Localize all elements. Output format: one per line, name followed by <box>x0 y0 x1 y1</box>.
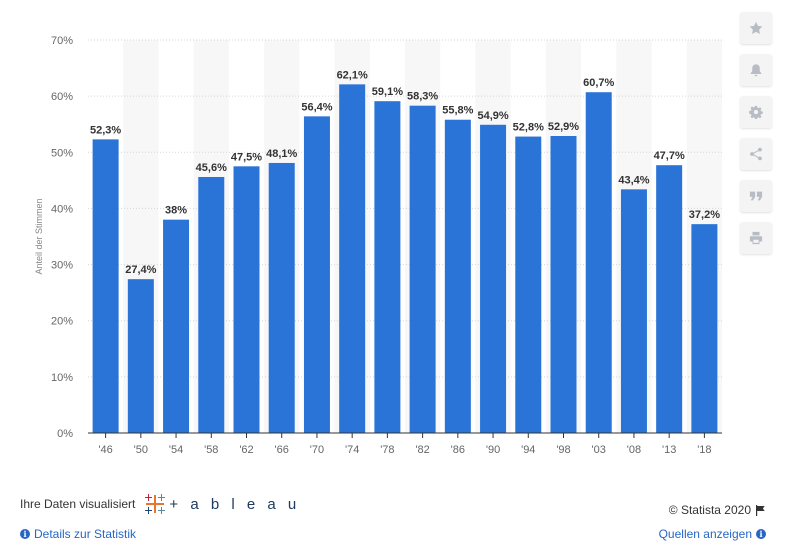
y-tick-label: 30% <box>51 260 73 272</box>
x-tick-label: '86 <box>451 444 465 456</box>
bar[interactable] <box>656 165 683 433</box>
data-label: 38% <box>165 205 187 217</box>
data-label: 27,4% <box>125 264 156 276</box>
x-tick-label: '82 <box>415 444 429 456</box>
settings-button[interactable] <box>740 96 772 128</box>
bar[interactable] <box>374 101 401 434</box>
flag-icon[interactable] <box>755 504 766 516</box>
bar[interactable] <box>268 162 295 433</box>
data-label: 59,1% <box>372 86 403 98</box>
sources-link-label: Quellen anzeigen <box>658 527 752 541</box>
info-icon: i <box>20 529 30 539</box>
x-tick-label: '66 <box>275 444 289 456</box>
data-label: 47,7% <box>654 150 685 162</box>
copyright-text: © Statista 2020 <box>668 503 751 517</box>
bar[interactable] <box>480 124 507 434</box>
y-tick-label: 20% <box>51 316 73 328</box>
x-tick-label: '46 <box>98 444 112 456</box>
tableau-wordmark: + a b l e a u <box>169 495 301 513</box>
bar-chart: 0% 10% 20% 30% 40% 50% 60% 70% 52,3% 27,4% 38% 45,… <box>34 35 722 456</box>
x-tick-label: '08 <box>627 444 641 456</box>
data-label: 56,4% <box>301 101 332 113</box>
bar[interactable] <box>303 116 330 434</box>
print-button[interactable] <box>740 222 772 254</box>
favorite-button[interactable] <box>740 12 772 44</box>
bar[interactable] <box>198 176 225 433</box>
data-label: 52,9% <box>548 121 579 133</box>
bell-icon <box>750 64 762 77</box>
star-icon <box>749 21 763 34</box>
bar[interactable] <box>444 119 471 434</box>
y-tick-label: 70% <box>51 35 73 47</box>
print-icon <box>749 231 763 245</box>
x-tick-label: '78 <box>380 444 394 456</box>
data-label: 58,3% <box>407 91 438 103</box>
y-tick-label: 50% <box>51 147 73 159</box>
x-tick-label: '62 <box>239 444 253 456</box>
details-link[interactable]: i Details zur Statistik <box>20 527 136 541</box>
x-tick-label: '58 <box>204 444 218 456</box>
data-label: 47,5% <box>231 151 262 163</box>
x-tick-label: '74 <box>345 444 359 456</box>
tableau-credit-text: Ihre Daten visualisiert <box>20 497 136 511</box>
tableau-credit: Ihre Daten visualisiert + a b l e a u <box>20 492 300 516</box>
x-tick-label: '70 <box>310 444 324 456</box>
x-axis-ticks: '46 '50 '54 '58 '62 '66 '70 '74 '78 '82 '86 '90 '94 '… <box>98 433 712 456</box>
y-tick-label: 60% <box>51 91 73 103</box>
data-label: 43,4% <box>618 174 649 186</box>
data-label: 52,3% <box>90 124 121 136</box>
bar[interactable] <box>233 166 260 434</box>
data-label: 55,8% <box>442 105 473 117</box>
bar[interactable] <box>585 92 612 433</box>
bar[interactable] <box>409 105 436 434</box>
x-tick-label: '03 <box>592 444 606 456</box>
data-labels: 52,3% 27,4% 38% 45,6% 47,5% 48,1% 56,4% 62,1% 59… <box>90 69 720 276</box>
x-tick-label: '94 <box>521 444 535 456</box>
data-label: 54,9% <box>477 110 508 122</box>
bar[interactable] <box>339 84 366 434</box>
data-label: 48,1% <box>266 148 297 160</box>
tableau-cross-icon <box>145 494 166 514</box>
data-label: 45,6% <box>196 162 227 174</box>
x-tick-label: '90 <box>486 444 500 456</box>
quote-icon <box>749 191 763 201</box>
data-label: 52,8% <box>513 122 544 134</box>
bar[interactable] <box>163 219 190 433</box>
share-icon <box>750 147 762 161</box>
bar[interactable] <box>515 136 542 433</box>
x-tick-label: '50 <box>134 444 148 456</box>
y-axis-ticks: 0% 10% 20% 30% 40% 50% 60% 70% <box>51 35 73 440</box>
data-label: 60,7% <box>583 77 614 89</box>
bar[interactable] <box>550 136 577 434</box>
bar[interactable] <box>127 279 154 433</box>
bars <box>92 84 718 434</box>
tableau-logo[interactable]: + a b l e a u <box>143 492 300 516</box>
gear-icon <box>749 105 763 119</box>
share-button[interactable] <box>740 138 772 170</box>
y-tick-label: 10% <box>51 372 73 384</box>
info-icon: i <box>756 529 766 539</box>
data-label: 62,1% <box>337 69 368 81</box>
x-tick-label: '54 <box>169 444 183 456</box>
cite-button[interactable] <box>740 180 772 212</box>
y-tick-label: 40% <box>51 203 73 215</box>
x-tick-label: '13 <box>662 444 676 456</box>
copyright-notice: © Statista 2020 <box>669 503 766 517</box>
details-link-label: Details zur Statistik <box>34 527 137 541</box>
x-tick-label: '98 <box>556 444 570 456</box>
y-axis-label: Anteil der Stimmen <box>34 198 44 274</box>
bar[interactable] <box>691 224 718 433</box>
bar[interactable] <box>92 139 119 433</box>
y-tick-label: 0% <box>57 428 73 440</box>
bar[interactable] <box>620 189 647 433</box>
chart-toolbar <box>740 12 772 264</box>
x-tick-label: '18 <box>697 444 711 456</box>
notification-button[interactable] <box>740 54 772 86</box>
sources-link[interactable]: Quellen anzeigen i <box>659 527 766 541</box>
data-label: 37,2% <box>689 209 720 221</box>
